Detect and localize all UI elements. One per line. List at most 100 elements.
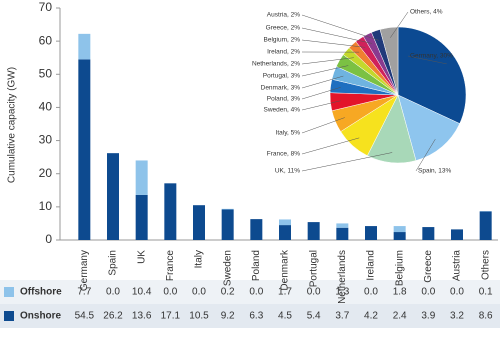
table-band	[0, 304, 500, 328]
leader-line	[301, 117, 345, 134]
x-tick-label: Spain	[108, 250, 119, 276]
leader-line	[407, 55, 447, 65]
x-tick-label: France	[165, 250, 176, 282]
x-tick-label: Portugal	[308, 250, 319, 287]
x-tick-label: Others	[480, 250, 491, 280]
leader-line	[301, 87, 341, 100]
leader-line	[301, 100, 341, 111]
pie-label: Denmark, 3%	[261, 85, 301, 92]
x-tick-label: Greece	[423, 250, 434, 283]
pie-label: Austria, 2%	[267, 12, 300, 19]
leader-line	[390, 11, 409, 38]
bar-segment	[365, 226, 377, 240]
table-cell: 26.2	[103, 311, 123, 322]
table-cell: 1.7	[278, 287, 292, 298]
table-cell: 2.4	[393, 311, 407, 322]
table-cell: 0.0	[192, 287, 206, 298]
y-tick-label: 20	[39, 166, 53, 180]
bar-segment	[307, 222, 320, 240]
bar-segment	[279, 219, 291, 226]
leader-line	[301, 152, 393, 172]
bar-segment	[479, 211, 492, 240]
pie-label: Portugal, 3%	[263, 73, 300, 80]
table-cell: 0.1	[479, 287, 493, 298]
x-tick-label: UK	[136, 250, 147, 264]
table-cell: 7.7	[77, 287, 91, 298]
legend-swatch	[4, 311, 14, 321]
bar-segment	[221, 208, 234, 210]
bar-segment	[336, 223, 349, 228]
bar-segment	[451, 229, 463, 240]
leader-line	[301, 14, 380, 41]
leader-line	[301, 57, 354, 65]
y-tick-label: 60	[39, 33, 53, 47]
pie-label: Spain, 13%	[418, 168, 451, 175]
x-tick-label: Poland	[251, 250, 262, 281]
table-cell: 8.6	[479, 311, 493, 322]
bar-segment	[393, 232, 406, 240]
pie-label: Belgium, 2%	[264, 37, 301, 44]
pie-label: Greece, 2%	[266, 25, 301, 32]
x-tick-label: Netherlands	[337, 250, 348, 304]
leader-line	[301, 65, 349, 77]
table-cell: 4.2	[364, 311, 378, 322]
bar-segment	[135, 160, 148, 195]
bar-segment	[336, 227, 349, 240]
table-cell: 0.0	[106, 287, 120, 298]
y-tick-label: 0	[45, 232, 52, 246]
table-cell: 0.0	[364, 287, 378, 298]
y-tick-label: 50	[39, 66, 53, 80]
bar-segment	[107, 153, 119, 240]
legend-label: Onshore	[20, 311, 62, 322]
table-cell: 10.5	[189, 311, 209, 322]
y-tick-label: 30	[39, 133, 53, 147]
pie-slice	[379, 26, 399, 96]
bar-segment	[164, 183, 177, 240]
x-tick-label: Germany	[79, 250, 90, 291]
table-cell: 13.6	[132, 311, 152, 322]
leader-line	[301, 27, 372, 44]
pie-label: UK, 11%	[275, 168, 300, 175]
x-tick-label: Italy	[194, 250, 205, 268]
pie-label: Germany, 30%	[410, 53, 453, 60]
bar-segment	[250, 219, 263, 240]
y-axis-label: Cumulative capacity (GW)	[7, 67, 18, 183]
table-cell: 0.2	[221, 287, 235, 298]
table-cell: 10.4	[132, 287, 152, 298]
pie-label: Ireland, 2%	[267, 49, 300, 56]
leader-line	[301, 75, 344, 89]
x-tick-label: Belgium	[394, 250, 405, 286]
bar-segment	[135, 194, 148, 240]
table-cell: 9.2	[221, 311, 235, 322]
table-cell: 1.8	[393, 287, 407, 298]
legend-swatch	[4, 287, 14, 297]
pie-label: Italy, 5%	[276, 130, 301, 137]
table-cell: 3.7	[335, 311, 349, 322]
legend-label: Offshore	[20, 287, 62, 298]
table-cell: 0.0	[163, 287, 177, 298]
table-cell: 5.4	[307, 311, 321, 322]
bar-segment	[221, 209, 234, 240]
table-cell: 54.5	[75, 311, 95, 322]
x-tick-label: Denmark	[280, 249, 291, 291]
pie-label: Poland, 3%	[267, 96, 300, 103]
pie-slice	[397, 94, 461, 161]
pie-slice	[397, 26, 467, 124]
bar-segment	[193, 205, 205, 240]
x-tick-label: Sweden	[222, 250, 233, 286]
leader-line	[301, 137, 360, 155]
bar-segment	[393, 226, 406, 233]
table-cell: 6.3	[249, 311, 263, 322]
table-cell: 17.1	[161, 311, 181, 322]
table-cell: 0.0	[450, 287, 464, 298]
table-cell: 0.0	[307, 287, 321, 298]
bar-segment	[78, 33, 91, 60]
bar-segment	[279, 225, 291, 240]
pie-label: Others, 4%	[410, 9, 443, 16]
table-cell: 1.3	[335, 287, 349, 298]
y-tick-label: 10	[39, 199, 53, 213]
y-tick-label: 70	[39, 0, 53, 14]
table-cell: 3.9	[421, 311, 435, 322]
table-cell: 3.2	[450, 311, 464, 322]
